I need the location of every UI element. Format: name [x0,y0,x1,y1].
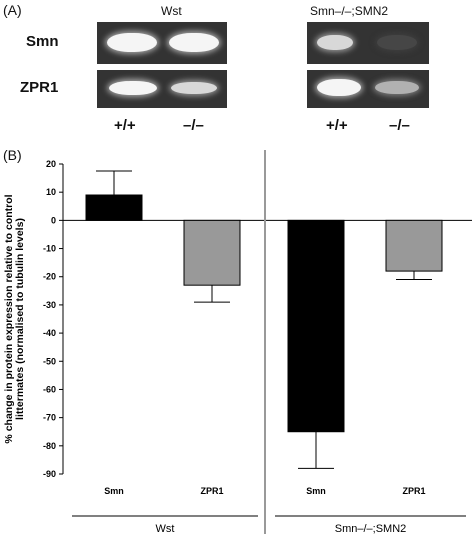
bar [287,219,345,433]
bar-label: Smn [306,486,326,496]
y-tick-label: -40 [43,328,56,338]
row-label-zpr1: ZPR1 [20,79,59,96]
y-tick-label: -10 [43,244,56,254]
bar-chart: % change in protein expression relative … [3,150,472,535]
genotype-label-mutant-ko: –/– [389,117,410,134]
bar [183,219,241,286]
y-tick-label: -50 [43,356,56,366]
x-labels: Smn ZPR1 Wst Smn ZPR1 Smn–/–;SMN2 [72,486,466,535]
blot-wst-smn [97,22,227,64]
y-tick-label: -30 [43,300,56,310]
panel-b-label: (B) [3,147,22,163]
y-tick-label: 10 [46,187,56,197]
bar [85,194,143,221]
y-tick-label: -70 [43,413,56,423]
band [317,79,361,96]
blot-wst-zpr1 [97,70,227,108]
y-tick-label: -20 [43,272,56,282]
y-ticks: 20 10 0 -10 -20 -30 -40 -50 -60 -70 -80 -90 [43,159,63,479]
y-tick-label: -60 [43,384,56,394]
row-label-smn: Smn [26,33,59,50]
band [377,35,417,50]
y-tick-label: 20 [46,159,56,169]
bar [385,219,443,272]
group-label: Wst [156,523,175,535]
band [109,81,157,95]
blot-mutant-zpr1 [307,70,429,108]
y-axis-label-line: littermates (normalised to tubulin level… [14,218,26,420]
genotype-label-wst-ko: –/– [183,117,204,134]
y-tick-label: 0 [51,215,56,225]
panel-a-label: (A) [3,2,22,18]
band [171,82,217,94]
blot-group-label-wst: Wst [161,4,182,18]
genotype-label-mutant-wt: +/+ [326,117,348,134]
blot-mutant-smn [307,22,429,64]
band [317,35,353,50]
bar-label: Smn [104,486,124,496]
y-axis-label: % change in protein expression relative … [3,194,26,443]
bar-label: ZPR1 [402,486,425,496]
group-label: Smn–/–;SMN2 [335,523,407,535]
y-axis-label-line: % change in protein expression relative … [3,194,15,443]
bar-label: ZPR1 [200,486,223,496]
band [375,81,419,94]
band [169,33,219,52]
blot-group-label-mutant: Smn–/–;SMN2 [310,4,389,18]
y-tick-label: -80 [43,441,56,451]
bars [85,170,443,469]
y-tick-label: -90 [43,469,56,479]
genotype-label-wst-wt: +/+ [114,117,136,134]
band [107,33,157,52]
